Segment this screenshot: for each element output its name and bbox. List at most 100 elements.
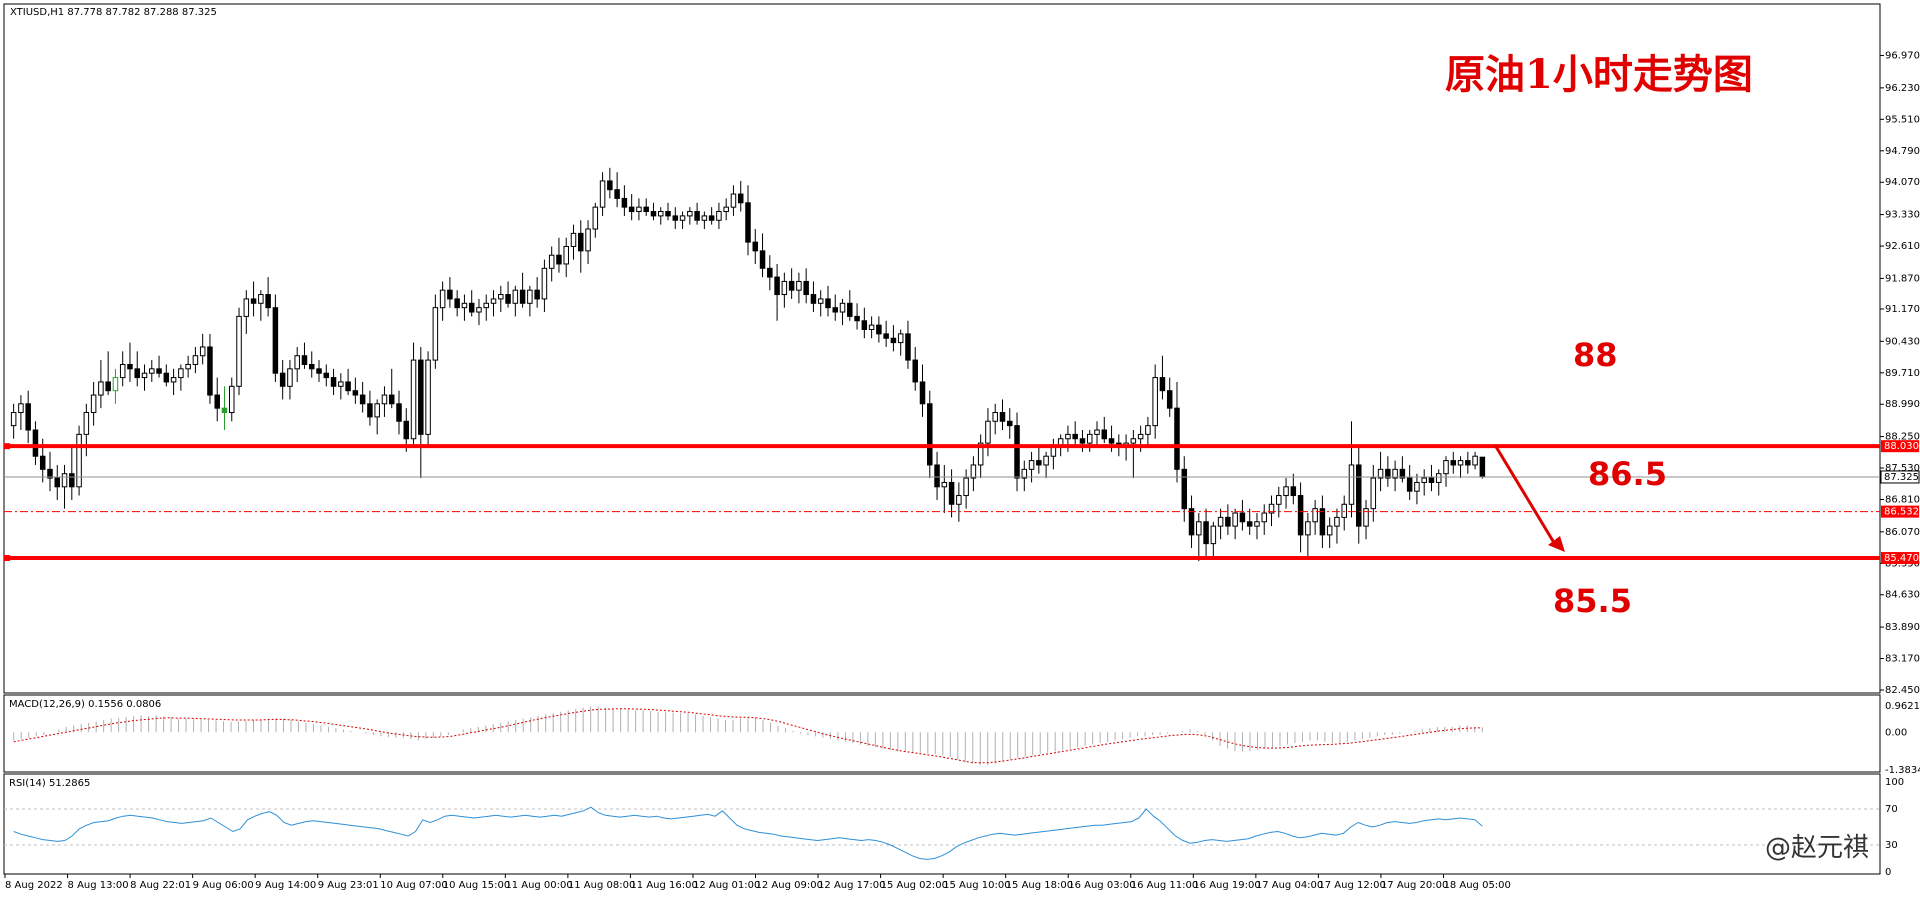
time-tick-label: 8 Aug 22:01: [130, 880, 191, 891]
candle-body: [1014, 425, 1020, 479]
candle-body: [694, 211, 700, 221]
candle-body: [221, 407, 228, 414]
candle-body: [767, 267, 773, 278]
candle: [32, 421, 39, 465]
candle: [1232, 508, 1238, 540]
candle: [149, 360, 155, 382]
candle: [1465, 451, 1471, 474]
candle: [1399, 456, 1406, 483]
candle-body: [178, 368, 184, 379]
time-tick-label: 8 Aug 2022: [5, 880, 63, 891]
candle-body: [207, 346, 213, 396]
candle: [817, 290, 824, 317]
candle-body: [454, 298, 460, 309]
candle-body: [287, 368, 293, 387]
candle-body: [948, 481, 955, 505]
candle-body: [650, 211, 657, 217]
candle-body: [1363, 508, 1369, 527]
candle: [25, 390, 31, 444]
time-tick-label: 12 Aug 17:00: [818, 880, 885, 891]
candle-body: [621, 197, 628, 208]
candle: [1268, 495, 1275, 527]
candle: [752, 229, 759, 264]
candle-body: [90, 394, 97, 414]
candle: [556, 237, 562, 273]
candle-body: [1312, 508, 1318, 523]
candle-body: [432, 307, 439, 361]
current-price-box: [1880, 470, 1920, 484]
candle-body: [1108, 438, 1115, 444]
candle-body: [985, 420, 991, 444]
candle: [1072, 421, 1078, 448]
candle: [316, 360, 322, 382]
candle: [221, 386, 228, 431]
candle-body: [316, 368, 322, 374]
candle: [1254, 513, 1260, 540]
candle-body: [1166, 390, 1173, 409]
price-tick-label: 94.070: [1885, 177, 1920, 188]
candle: [1414, 473, 1420, 505]
candle: [832, 294, 839, 321]
candle: [992, 403, 998, 435]
candle: [243, 290, 250, 334]
candle: [956, 482, 962, 522]
candle: [330, 368, 337, 396]
rsi-tick-label: 30: [1885, 840, 1898, 851]
candle-body: [229, 385, 235, 414]
candle-body: [847, 302, 853, 317]
candle: [1377, 451, 1384, 492]
candle: [1319, 495, 1326, 548]
time-tick-label: 10 Aug 07:00: [380, 880, 447, 891]
candle-body: [505, 294, 511, 304]
candle: [570, 224, 577, 260]
candle-body: [119, 363, 126, 379]
candle: [207, 333, 213, 404]
candle-body: [781, 280, 788, 296]
level-lines[interactable]: 88.030 86.532 85.470 87.325: [4, 440, 1920, 565]
candle: [192, 346, 199, 374]
candle-body: [1414, 481, 1420, 492]
candle: [381, 386, 388, 417]
candle: [694, 202, 700, 225]
candle-body: [541, 267, 548, 300]
candle-body: [657, 211, 664, 217]
candle: [963, 469, 969, 509]
candle: [934, 451, 940, 500]
rsi-axis: 100 70 30 0: [1885, 777, 1904, 878]
candle-body: [1443, 460, 1449, 475]
candle-body: [919, 381, 926, 405]
candle: [788, 268, 795, 299]
candle-body: [1159, 377, 1166, 392]
candle-body: [585, 228, 591, 252]
candle: [1203, 508, 1209, 557]
candle: [927, 390, 933, 479]
candle: [250, 281, 257, 317]
time-tick-label: 9 Aug 06:00: [193, 880, 254, 891]
price-tick-label: 95.510: [1885, 114, 1920, 125]
candle: [599, 172, 606, 216]
macd-tick-label: 0.9621: [1885, 701, 1920, 712]
level-anchor[interactable]: [4, 443, 10, 450]
candle: [767, 255, 773, 291]
candle-body: [563, 245, 569, 265]
candle: [781, 272, 788, 308]
rsi-level-lines: [4, 808, 1880, 846]
candle-body: [141, 372, 148, 379]
candle-body: [410, 359, 417, 440]
level-anchor[interactable]: [4, 555, 10, 562]
time-tick-label: 11 Aug 16:00: [630, 880, 697, 891]
candle-body: [1341, 503, 1347, 518]
price-tick-label: 91.170: [1885, 304, 1920, 315]
candle-body: [1356, 464, 1362, 527]
candle: [156, 355, 162, 378]
candle-body: [897, 333, 904, 344]
candle-body: [643, 206, 649, 213]
candle: [1014, 412, 1020, 492]
candle: [178, 364, 184, 391]
candle: [534, 277, 540, 308]
candle: [1406, 464, 1413, 500]
candle-body: [134, 368, 140, 379]
watermark: @赵元祺: [1765, 833, 1869, 863]
price-tick-label: 83.890: [1885, 622, 1920, 633]
